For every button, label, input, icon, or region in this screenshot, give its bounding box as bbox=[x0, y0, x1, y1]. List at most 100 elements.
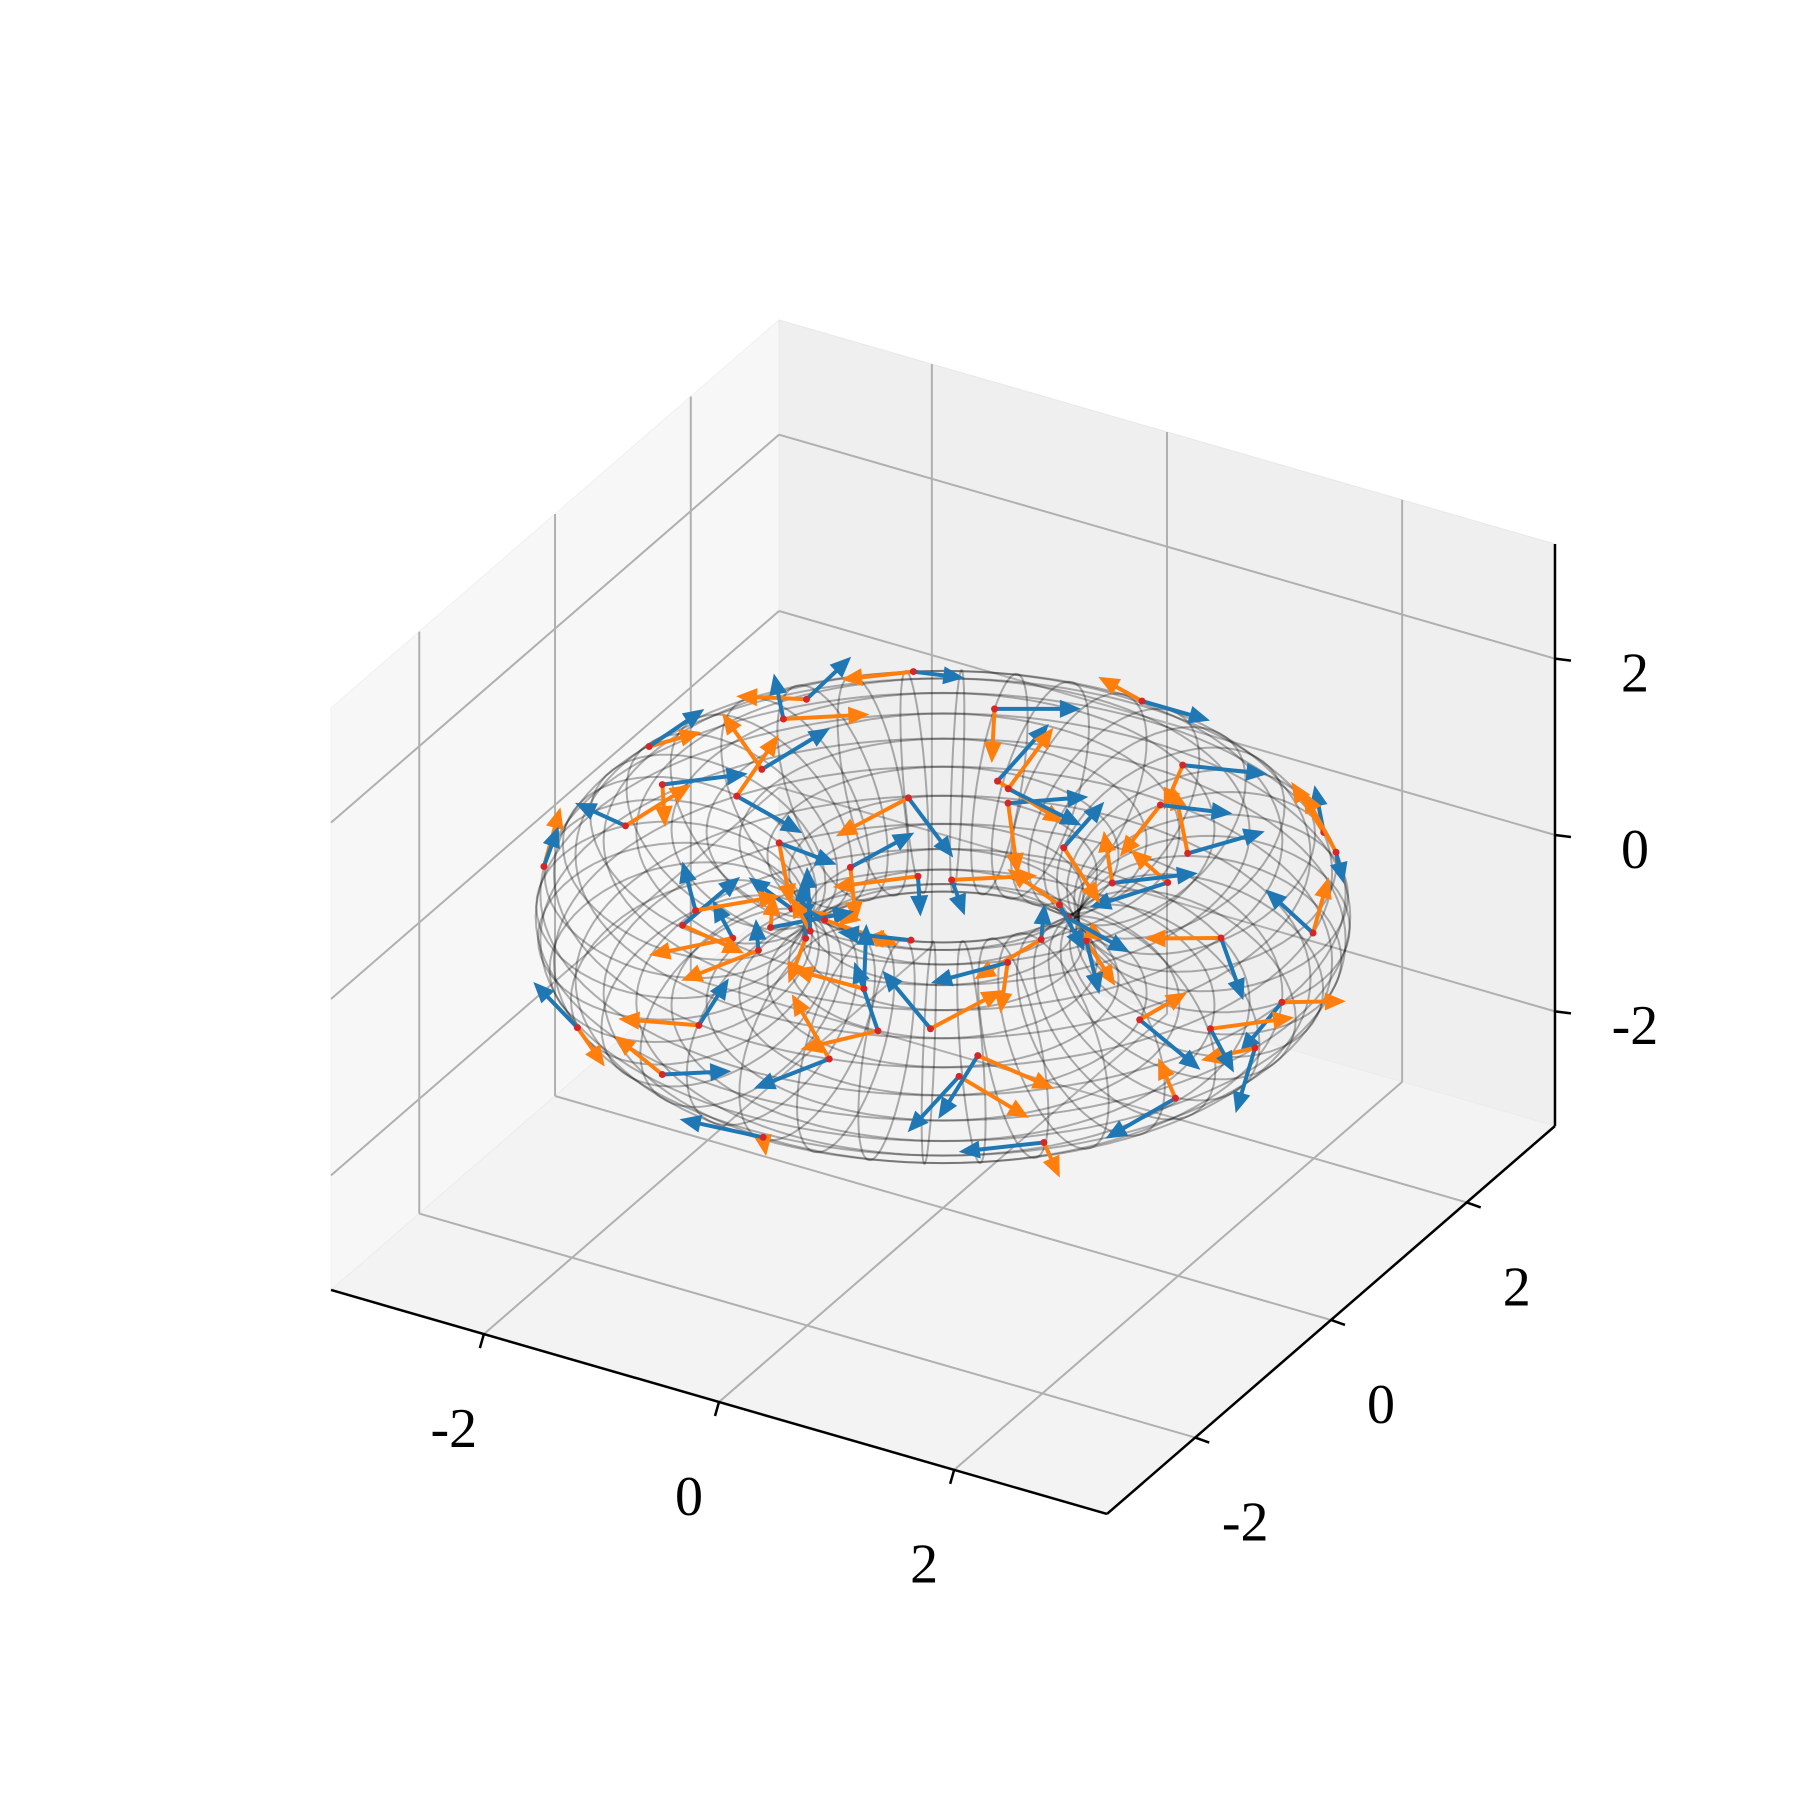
tick-label: 0 bbox=[1621, 819, 1649, 881]
tangent-arrow bbox=[1281, 992, 1346, 1011]
surface-point bbox=[1278, 998, 1286, 1006]
tangent-arrow bbox=[805, 656, 852, 701]
surface-point bbox=[645, 743, 653, 751]
tangent-arrow bbox=[1006, 727, 1054, 790]
tangent-arrow bbox=[907, 1074, 961, 1133]
tick-label: -2 bbox=[1612, 995, 1659, 1057]
tick-mark bbox=[713, 1401, 721, 1417]
tangent-arrow bbox=[753, 1057, 830, 1090]
tick-mark bbox=[1554, 833, 1572, 839]
tangent-arrow bbox=[1311, 877, 1332, 934]
tick-mark bbox=[1554, 657, 1572, 662]
wireframe-line bbox=[561, 776, 818, 961]
surface-point bbox=[695, 1021, 703, 1029]
wireframe-line bbox=[806, 848, 1080, 986]
wireframe-line bbox=[1068, 873, 1325, 1058]
tangent-arrow bbox=[882, 970, 933, 1030]
tangent-arrow bbox=[679, 1114, 764, 1140]
tangent-arrow bbox=[662, 767, 748, 787]
surface-point bbox=[658, 1070, 666, 1078]
tangent-arrow bbox=[647, 709, 705, 749]
surface-point bbox=[779, 715, 787, 723]
grid-line bbox=[330, 610, 780, 1000]
wireframe-line bbox=[635, 847, 1251, 1157]
tangent-arrow bbox=[662, 1063, 732, 1082]
wireframe-line bbox=[625, 732, 839, 931]
tangent-arrow bbox=[929, 990, 1003, 1031]
tangent-arrow bbox=[1187, 828, 1265, 856]
tick-label: 2 bbox=[1621, 642, 1649, 704]
tangent-arrow bbox=[624, 784, 692, 828]
surface-point bbox=[1082, 937, 1090, 945]
surface-point bbox=[821, 916, 829, 924]
tangent-arrow bbox=[649, 936, 734, 960]
tangent-arrow bbox=[938, 1054, 980, 1119]
surface-point bbox=[540, 863, 548, 871]
grid-line bbox=[778, 610, 1556, 836]
wireframe-line bbox=[920, 940, 937, 1166]
tangent-arrow bbox=[841, 668, 914, 687]
tangent-arrow bbox=[1144, 929, 1222, 948]
tangent-arrow bbox=[697, 978, 729, 1027]
surface-point bbox=[1171, 1094, 1179, 1102]
tangent-arrow bbox=[618, 1011, 699, 1030]
tangent-arrow bbox=[695, 890, 781, 913]
tangent-arrow bbox=[681, 923, 745, 954]
tangent-arrow bbox=[614, 1035, 664, 1077]
wireframe-line bbox=[1076, 813, 1349, 993]
surface-point bbox=[573, 1024, 581, 1032]
grid-line bbox=[418, 1212, 1196, 1439]
tangent-arrow bbox=[958, 1074, 1030, 1118]
tangent-arrow bbox=[835, 796, 910, 837]
surface-point bbox=[1309, 929, 1317, 937]
tangent-arrow bbox=[783, 706, 870, 725]
tick-label: 2 bbox=[1503, 1256, 1531, 1318]
surface-point bbox=[1060, 844, 1068, 852]
tangent-arrow bbox=[712, 900, 735, 940]
surface-point bbox=[1004, 959, 1012, 967]
tangent-arrow bbox=[791, 966, 865, 991]
tangent-arrow bbox=[575, 1026, 605, 1067]
surface-point bbox=[974, 1052, 982, 1060]
surface-point bbox=[775, 839, 783, 847]
surface-point bbox=[759, 1133, 767, 1141]
wireframe-line bbox=[670, 692, 1216, 966]
wireframe-line bbox=[970, 672, 1029, 896]
tangent-arrow bbox=[1160, 802, 1233, 821]
grid-line bbox=[330, 786, 780, 1177]
tangent-arrow bbox=[1105, 1096, 1177, 1139]
surface-point bbox=[1037, 935, 1045, 943]
surface-point bbox=[1164, 879, 1172, 887]
tangent-arrow bbox=[1138, 992, 1188, 1022]
tangent-arrow bbox=[994, 699, 1081, 718]
tangent-arrow bbox=[1057, 903, 1085, 951]
wireframe-line bbox=[1032, 915, 1217, 1121]
tangent-arrow bbox=[1158, 1057, 1178, 1100]
tangent-arrow bbox=[1219, 937, 1245, 1001]
surface-point bbox=[767, 924, 775, 932]
tangent-arrow bbox=[791, 994, 831, 1061]
wireframe-line bbox=[776, 684, 889, 902]
tangent-arrow bbox=[1007, 787, 1082, 826]
tangent-arrow bbox=[533, 981, 579, 1029]
tick-label: 0 bbox=[675, 1466, 703, 1528]
surface-point bbox=[1156, 801, 1164, 809]
grid-line bbox=[690, 977, 1468, 1204]
surface-point bbox=[1108, 879, 1116, 887]
wireframe-line bbox=[956, 939, 987, 1165]
tangent-arrow bbox=[1119, 803, 1162, 857]
surface-point bbox=[874, 1027, 882, 1035]
tangent-arrow bbox=[994, 962, 1013, 1014]
surface-point bbox=[1179, 761, 1187, 769]
wireframe-line bbox=[548, 861, 813, 1044]
wireframe-line bbox=[600, 894, 831, 1088]
tangent-arrow bbox=[977, 1053, 1054, 1089]
grid-line bbox=[330, 433, 780, 824]
wireframe-line bbox=[1027, 707, 1201, 916]
tangent-arrow bbox=[1006, 802, 1024, 875]
tangent-arrow bbox=[913, 666, 965, 685]
surface-point bbox=[1251, 1044, 1259, 1052]
tangent-arrow bbox=[832, 874, 919, 894]
surface-point bbox=[679, 921, 687, 929]
wireframe-line bbox=[635, 677, 1251, 987]
